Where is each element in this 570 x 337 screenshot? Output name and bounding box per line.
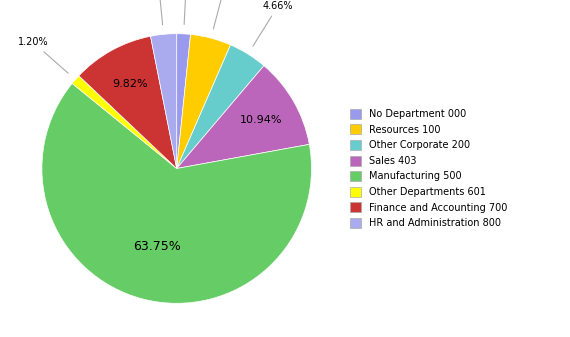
Wedge shape (79, 36, 177, 168)
Wedge shape (150, 34, 177, 168)
Text: 1.64%: 1.64% (172, 0, 202, 24)
Wedge shape (42, 84, 311, 303)
Wedge shape (177, 34, 190, 168)
Text: 9.82%: 9.82% (112, 79, 148, 89)
Wedge shape (177, 45, 264, 168)
Text: 4.66%: 4.66% (253, 1, 293, 46)
Text: 4.90%: 4.90% (210, 0, 241, 29)
Legend: No Department 000, Resources 100, Other Corporate 200, Sales 403, Manufacturing : No Department 000, Resources 100, Other … (347, 106, 511, 231)
Text: 63.75%: 63.75% (133, 240, 181, 253)
Wedge shape (72, 76, 177, 168)
Wedge shape (177, 34, 230, 168)
Text: 10.94%: 10.94% (239, 115, 282, 125)
Wedge shape (177, 66, 310, 168)
Text: 3.11%: 3.11% (142, 0, 173, 25)
Text: 1.20%: 1.20% (18, 37, 68, 73)
